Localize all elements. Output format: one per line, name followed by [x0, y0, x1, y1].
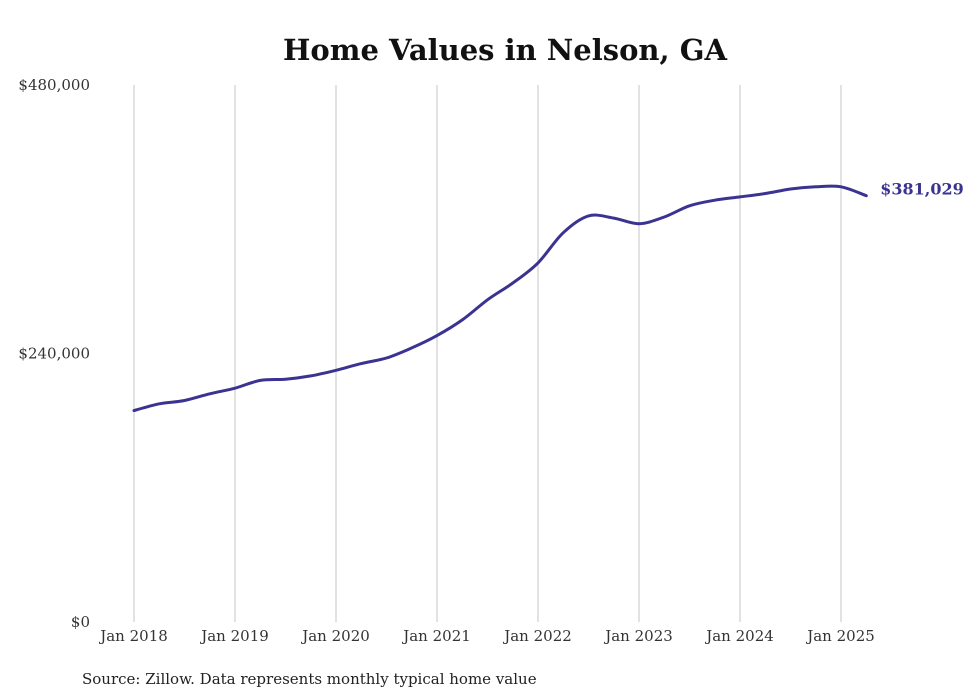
source-note: Source: Zillow. Data represents monthly … [82, 670, 537, 688]
home-value-line [132, 184, 868, 413]
y-axis-ticks: $0 $240,000 $480,000 [18, 76, 90, 631]
x-tick-label: Jan 2020 [300, 627, 370, 645]
x-tick-label: Jan 2018 [98, 627, 168, 645]
chart-title: Home Values in Nelson, GA [283, 33, 727, 67]
x-axis-ticks: Jan 2018 Jan 2019 Jan 2020 Jan 2021 Jan 2022… [98, 627, 875, 645]
y-tick-label: $240,000 [18, 345, 90, 363]
x-tick-label: Jan 2023 [603, 627, 673, 645]
x-tick-label: Jan 2025 [805, 627, 875, 645]
x-tick-label: Jan 2024 [704, 627, 774, 645]
y-tick-label: $480,000 [18, 76, 90, 94]
gridlines [133, 85, 842, 622]
x-tick-label: Jan 2019 [199, 627, 269, 645]
x-tick-label: Jan 2022 [502, 627, 572, 645]
x-tick-label: Jan 2021 [401, 627, 471, 645]
y-tick-label: $0 [71, 613, 90, 631]
end-value-label: $381,029 [880, 180, 964, 199]
